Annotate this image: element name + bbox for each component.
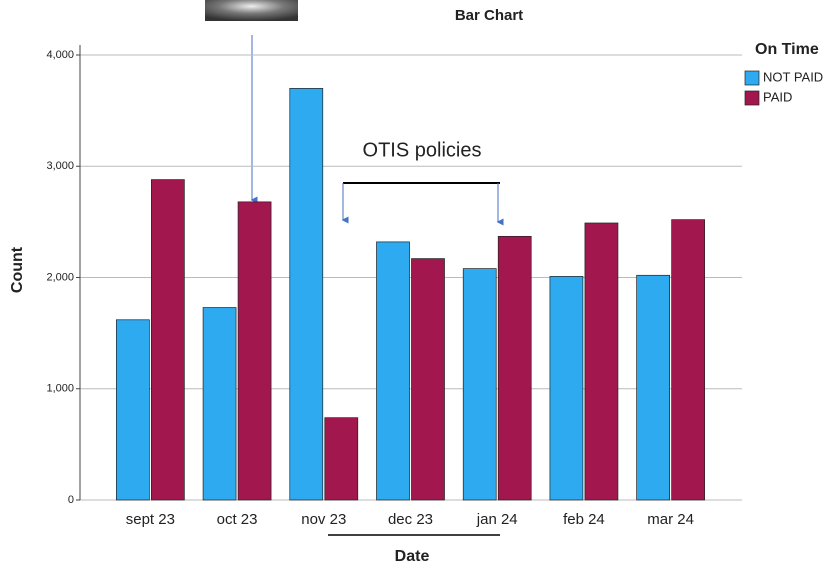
bar [290,88,323,500]
legend-label: NOT PAID [763,69,823,84]
bar [377,242,410,500]
y-tick-label: 2,000 [46,271,74,283]
legend-title: On Time [755,41,819,58]
x-axis-label: Date [395,548,430,565]
bar [672,220,705,500]
x-tick-label: mar 24 [647,511,694,528]
bar [498,236,531,500]
bar [116,320,149,500]
y-tick-label: 0 [68,494,74,506]
bar [238,202,271,500]
legend-swatch [745,71,759,85]
y-axis-label: Count [9,246,26,293]
legend-swatch [745,91,759,105]
x-tick-label: feb 24 [563,511,605,528]
x-tick-label: oct 23 [217,511,258,528]
bar [585,223,618,500]
bar [412,259,445,500]
annotation: OTIS policies [363,139,482,161]
x-tick-label: sept 23 [126,511,175,528]
bar [151,180,184,500]
legend-label: PAID [763,89,792,104]
bar [637,275,670,500]
chart-title: Bar Chart [455,7,523,24]
y-tick-label: 3,000 [46,160,74,172]
x-tick-label: nov 23 [301,511,346,528]
bar [550,276,583,500]
x-tick-label: jan 24 [476,511,518,528]
bar [463,269,496,500]
bar [325,418,358,500]
y-tick-label: 1,000 [46,383,74,395]
y-tick-label: 4,000 [46,49,74,61]
storm-image [205,0,298,21]
x-tick-label: dec 23 [388,511,433,528]
chart: Bar Chart Count Date OTIS policies On Ti… [0,0,839,567]
bar [203,308,236,500]
